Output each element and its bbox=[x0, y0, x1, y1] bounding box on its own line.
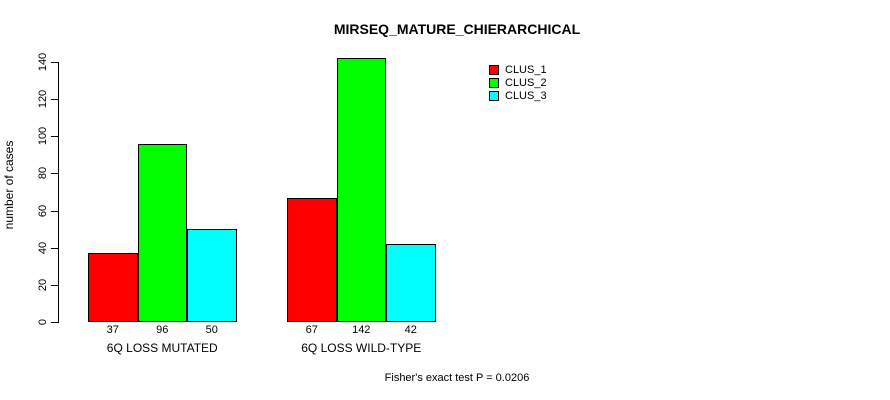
bar-value-label: 142 bbox=[352, 324, 371, 336]
bar-value-label: 42 bbox=[404, 324, 417, 336]
y-tick-mark bbox=[51, 99, 58, 101]
y-tick-mark bbox=[51, 173, 58, 175]
legend-item: CLUS_2 bbox=[489, 77, 547, 90]
category-label: 6Q LOSS MUTATED bbox=[106, 341, 218, 355]
bar bbox=[336, 58, 386, 322]
bar bbox=[88, 253, 138, 322]
y-axis-label: number of cases bbox=[2, 140, 16, 230]
y-tick-label: 80 bbox=[37, 167, 49, 180]
legend-item: CLUS_3 bbox=[489, 89, 547, 102]
bar-value-label: 37 bbox=[106, 324, 119, 336]
legend-swatch bbox=[489, 65, 499, 76]
bar bbox=[187, 229, 237, 322]
y-tick-label: 140 bbox=[37, 52, 49, 72]
y-tick-mark bbox=[51, 322, 58, 323]
y-tick-label: 20 bbox=[37, 278, 49, 291]
legend-swatch bbox=[489, 90, 499, 101]
legend-label: CLUS_3 bbox=[505, 89, 547, 102]
bar bbox=[287, 197, 337, 322]
y-tick-mark bbox=[51, 136, 58, 138]
bar-value-label: 96 bbox=[156, 324, 169, 336]
legend: CLUS_1 CLUS_2 CLUS_3 bbox=[489, 64, 547, 102]
y-tick-mark bbox=[51, 247, 58, 249]
y-tick-mark bbox=[51, 284, 58, 286]
bar bbox=[137, 143, 187, 322]
y-tick-label: 0 bbox=[37, 318, 49, 326]
y-tick-mark bbox=[51, 210, 58, 212]
y-tick-label: 120 bbox=[37, 89, 49, 109]
y-tick-label: 40 bbox=[37, 241, 49, 254]
legend-label: CLUS_2 bbox=[505, 77, 547, 90]
category-label: 6Q LOSS WILD-TYPE bbox=[301, 341, 422, 355]
y-tick-label: 60 bbox=[37, 204, 49, 217]
y-axis-line bbox=[58, 62, 59, 323]
legend-item: CLUS_1 bbox=[489, 64, 547, 77]
legend-label: CLUS_1 bbox=[505, 64, 547, 77]
annotation-text: Fisher's exact test P = 0.0206 bbox=[384, 372, 530, 384]
y-tick-mark bbox=[51, 62, 58, 63]
bar-value-label: 67 bbox=[305, 324, 318, 336]
legend-swatch bbox=[489, 78, 499, 89]
bar bbox=[386, 244, 436, 322]
chart-title: MIRSEQ_MATURE_CHIERARCHICAL bbox=[333, 21, 581, 37]
bar-value-label: 50 bbox=[205, 324, 218, 336]
y-tick-label: 100 bbox=[37, 127, 49, 146]
